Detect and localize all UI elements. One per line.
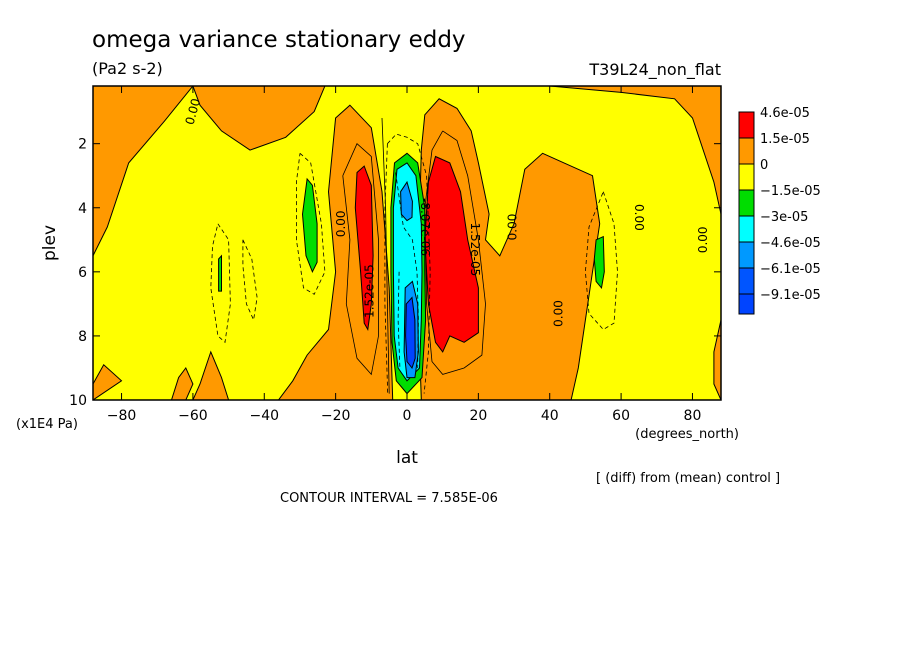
- contour-interval: CONTOUR INTERVAL = 7.585E-06: [280, 491, 498, 506]
- colorbar-label: −6.1e-05: [760, 262, 821, 277]
- contour-lines: [210, 117, 618, 394]
- region-orange-top-right: [549, 86, 721, 215]
- chart-units: (Pa2 s-2): [92, 59, 163, 78]
- x-axis-unit: (degrees_north): [635, 427, 739, 442]
- contour-line: [295, 153, 326, 295]
- contour-label: 0.00: [334, 210, 348, 237]
- region-orange-bottom-left: [93, 364, 123, 400]
- contour-label: 1.52e-05: [468, 223, 482, 277]
- colorbar-swatch: [738, 163, 755, 191]
- x-axis-label: lat: [396, 448, 418, 468]
- region-red-south: [354, 165, 374, 332]
- contour-label: 0.00: [183, 97, 203, 126]
- y-tick-label: 6: [78, 265, 87, 281]
- y-axis-unit: (x1E4 Pa): [16, 417, 78, 432]
- x-tick-label: 40: [541, 408, 559, 424]
- contour-line: [387, 133, 431, 394]
- region-orange-right-edge: [713, 319, 721, 400]
- y-tick-label: 8: [78, 329, 87, 345]
- colorbar-label: 1.5e-05: [760, 132, 810, 147]
- x-tick-label: −20: [321, 408, 351, 424]
- region-orange-top-left: [93, 86, 194, 257]
- contour-line: [397, 271, 401, 369]
- x-tick-label: −80: [107, 408, 137, 424]
- colorbar-swatch: [738, 137, 755, 165]
- y-tick-label: 10: [69, 393, 87, 409]
- region-green-small: [218, 254, 222, 292]
- contour-line: [424, 130, 486, 375]
- contour-line: [395, 172, 419, 369]
- contour-label: 0.00: [632, 204, 646, 231]
- colorbar-swatch: [738, 293, 755, 315]
- colorbar: 4.6e-05 1.5e-05 0 −1.5e-05 −3e-05 −4.6e-05 −6.…: [738, 106, 821, 315]
- contour-label: 0.00: [552, 300, 566, 327]
- x-tick-label: 60: [612, 408, 630, 424]
- contour-label: 0.00: [505, 214, 519, 241]
- run-label: T39L24_non_flat: [588, 60, 721, 80]
- colorbar-swatch: [738, 267, 755, 295]
- x-tick-label: −60: [178, 408, 208, 424]
- region-green-south: [301, 177, 318, 274]
- region-blue-core: [405, 296, 416, 370]
- contour-line: [384, 143, 389, 394]
- y-axis-ticks: 2 4 6 8 10: [69, 137, 721, 409]
- region-orange-bottom-3: [170, 367, 194, 400]
- contour-line: [381, 117, 390, 394]
- x-tick-label: 0: [403, 408, 412, 424]
- region-orange-top-mid: [192, 86, 326, 151]
- colorbar-label: −9.1e-05: [760, 288, 821, 303]
- y-tick-label: 2: [78, 137, 87, 153]
- diff-note: [ (diff) from (mean) control ]: [596, 471, 780, 486]
- colorbar-label: −4.6e-05: [760, 236, 821, 251]
- colorbar-swatch: [738, 241, 755, 269]
- filled-contours: [93, 86, 721, 400]
- chart-title: omega variance stationary eddy: [92, 27, 466, 53]
- contour-labels: 0.00 0.00 1.52e-05 -8.07e-06 1.52e-05 0.00 0.0…: [183, 97, 711, 327]
- contour-label: 0.00: [696, 226, 710, 253]
- x-tick-label: 20: [469, 408, 487, 424]
- contour-line: [584, 191, 618, 331]
- contour-line: [242, 239, 258, 322]
- x-axis-ticks: −80 −60 −40 −20 0 20 40 60 80: [107, 86, 702, 424]
- region-green-north: [593, 235, 605, 290]
- contour-label: 1.52e-05: [363, 264, 377, 318]
- contour-line: [342, 143, 379, 376]
- contour-line: [210, 223, 231, 344]
- x-tick-label: 80: [684, 408, 702, 424]
- y-axis-label: plev: [40, 225, 60, 261]
- region-orange-bottom-2: [192, 350, 230, 400]
- contour-label: -8.07e-06: [418, 198, 432, 256]
- colorbar-swatch: [738, 111, 755, 139]
- colorbar-swatch: [738, 189, 755, 217]
- colorbar-swatch: [738, 215, 755, 243]
- y-tick-label: 4: [78, 201, 87, 217]
- colorbar-label: −1.5e-05: [760, 184, 821, 199]
- x-tick-label: −40: [249, 408, 279, 424]
- colorbar-label: −3e-05: [760, 210, 808, 225]
- colorbar-label: 0: [760, 158, 768, 173]
- colorbar-label: 4.6e-05: [760, 106, 810, 121]
